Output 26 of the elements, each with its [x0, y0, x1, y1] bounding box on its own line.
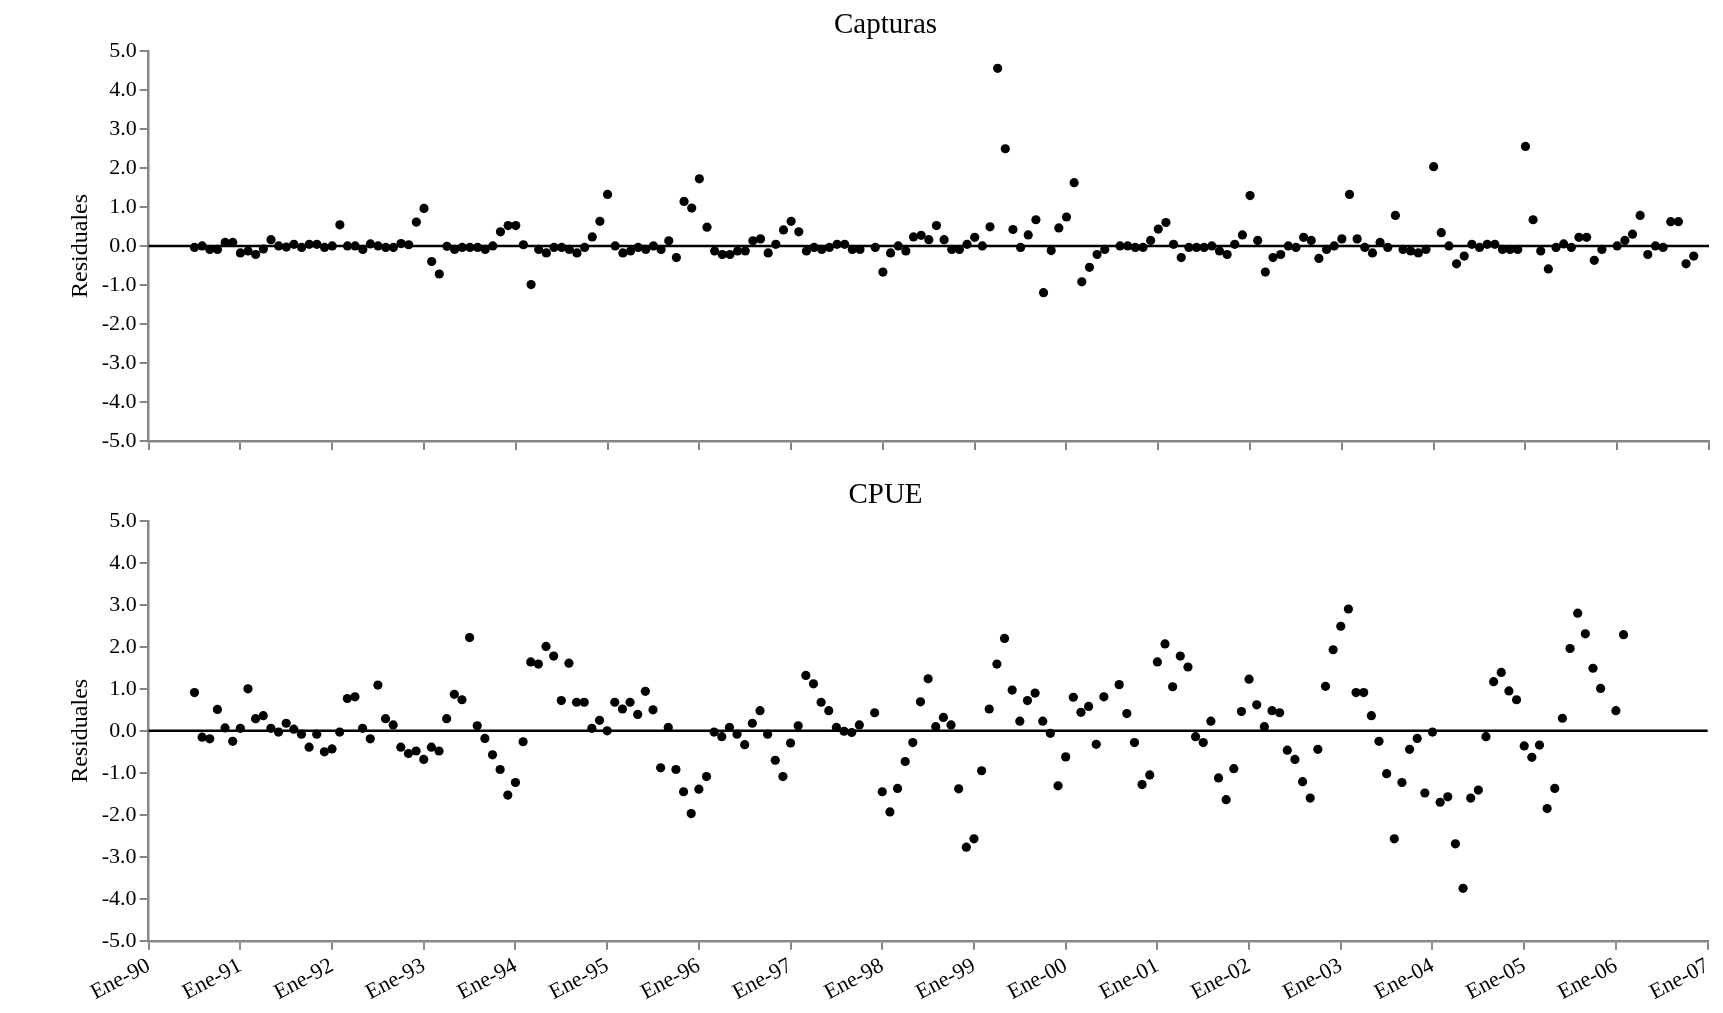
y-axis-title: Residuales	[65, 193, 92, 298]
y-tick-label: -3.0	[101, 348, 137, 374]
y-tick-label: 3.0	[109, 114, 137, 140]
y-tick-label: -4.0	[101, 884, 137, 910]
y-tick-label: 0.0	[109, 716, 137, 742]
chart-title: CPUE	[848, 477, 923, 510]
y-tick-label: 1.0	[109, 192, 137, 218]
y-tick-label: -1.0	[101, 758, 137, 784]
y-tick-label: 4.0	[109, 75, 137, 101]
y-tick-label: 1.0	[109, 674, 137, 700]
y-tick-label: -2.0	[101, 800, 137, 826]
y-tick-label: 0.0	[109, 231, 137, 257]
y-axis-title: Residuales	[65, 678, 92, 783]
y-tick-label: 3.0	[109, 590, 137, 616]
y-tick-label: -5.0	[101, 426, 137, 452]
y-tick-label: -1.0	[101, 270, 137, 296]
y-tick-label: -4.0	[101, 387, 137, 413]
y-tick-label: -5.0	[101, 926, 137, 952]
chart-title: Capturas	[833, 7, 938, 40]
y-tick-label: 5.0	[109, 36, 137, 62]
y-tick-label: 4.0	[109, 548, 137, 574]
y-tick-label: 2.0	[109, 153, 137, 179]
y-tick-label: -3.0	[101, 842, 137, 868]
y-tick-label: 2.0	[109, 632, 137, 658]
y-tick-label: -2.0	[101, 309, 137, 335]
y-tick-label: 5.0	[109, 506, 137, 532]
